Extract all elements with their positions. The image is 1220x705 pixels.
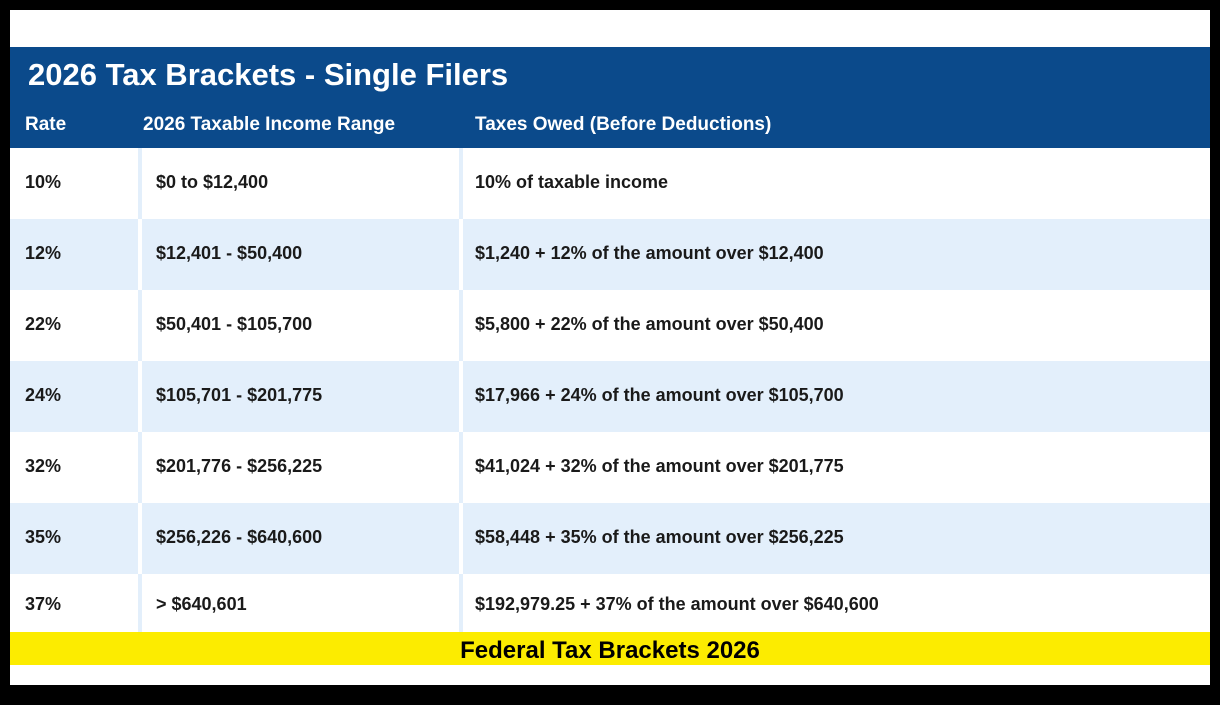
income-range-cell: > $640,601 bbox=[156, 594, 247, 614]
taxes-owed-cell: $17,966 + 24% of the amount over $105,70… bbox=[475, 385, 844, 405]
header-rate: Rate bbox=[25, 114, 67, 135]
column-divider bbox=[138, 290, 142, 361]
taxes-owed-cell: $5,800 + 22% of the amount over $50,400 bbox=[475, 314, 824, 334]
column-divider bbox=[138, 361, 142, 432]
table-row: 32% $201,776 - $256,225 $41,024 + 32% of… bbox=[10, 432, 1210, 503]
column-divider bbox=[138, 219, 142, 290]
column-divider bbox=[138, 148, 142, 219]
caption-banner: Federal Tax Brackets 2026 bbox=[10, 632, 1210, 665]
income-range-cell: $256,226 - $640,600 bbox=[156, 527, 323, 547]
taxes-owed-cell: $58,448 + 35% of the amount over $256,22… bbox=[475, 527, 844, 547]
table-title: 2026 Tax Brackets - Single Filers bbox=[28, 57, 509, 92]
taxes-owed-cell: $192,979.25 + 37% of the amount over $64… bbox=[475, 594, 879, 614]
table-header-row: Rate 2026 Taxable Income Range Taxes Owe… bbox=[10, 104, 1210, 148]
column-divider bbox=[459, 432, 463, 503]
rate-cell: 12% bbox=[25, 243, 62, 263]
income-range-cell: $12,401 - $50,400 bbox=[156, 243, 303, 263]
rate-cell: 35% bbox=[25, 527, 62, 547]
header-taxes-owed: Taxes Owed (Before Deductions) bbox=[475, 114, 772, 135]
rate-cell: 22% bbox=[25, 314, 62, 334]
column-divider bbox=[138, 503, 142, 574]
table-row: 37% > $640,601 $192,979.25 + 37% of the … bbox=[10, 574, 1210, 634]
taxes-owed-cell: 10% of taxable income bbox=[475, 172, 669, 192]
column-divider bbox=[138, 574, 142, 634]
table-body: 10% $0 to $12,400 10% of taxable income … bbox=[10, 148, 1210, 634]
column-divider bbox=[459, 148, 463, 219]
table-row: 35% $256,226 - $640,600 $58,448 + 35% of… bbox=[10, 503, 1210, 574]
column-divider bbox=[459, 290, 463, 361]
rate-cell: 10% bbox=[25, 172, 62, 192]
income-range-cell: $50,401 - $105,700 bbox=[156, 314, 313, 334]
income-range-cell: $105,701 - $201,775 bbox=[156, 385, 323, 405]
tax-bracket-image: 2026 Tax Brackets - Single Filers Rate 2… bbox=[10, 10, 1210, 685]
taxes-owed-cell: $1,240 + 12% of the amount over $12,400 bbox=[475, 243, 824, 263]
caption-text: Federal Tax Brackets 2026 bbox=[460, 637, 760, 664]
rate-cell: 24% bbox=[25, 385, 62, 405]
column-divider bbox=[459, 574, 463, 634]
column-divider bbox=[138, 432, 142, 503]
header-income-range: 2026 Taxable Income Range bbox=[143, 114, 396, 135]
taxes-owed-cell: $41,024 + 32% of the amount over $201,77… bbox=[475, 456, 844, 476]
column-divider bbox=[459, 219, 463, 290]
table-title-bar: 2026 Tax Brackets - Single Filers bbox=[10, 47, 1210, 104]
income-range-cell: $201,776 - $256,225 bbox=[156, 456, 323, 476]
rate-cell: 37% bbox=[25, 594, 62, 614]
table-row: 12% $12,401 - $50,400 $1,240 + 12% of th… bbox=[10, 219, 1210, 290]
income-range-cell: $0 to $12,400 bbox=[156, 172, 269, 192]
table-row: 24% $105,701 - $201,775 $17,966 + 24% of… bbox=[10, 361, 1210, 432]
rate-cell: 32% bbox=[25, 456, 62, 476]
table-row: 10% $0 to $12,400 10% of taxable income bbox=[10, 148, 1210, 219]
column-divider bbox=[459, 361, 463, 432]
column-divider bbox=[459, 503, 463, 574]
table-row: 22% $50,401 - $105,700 $5,800 + 22% of t… bbox=[10, 290, 1210, 361]
